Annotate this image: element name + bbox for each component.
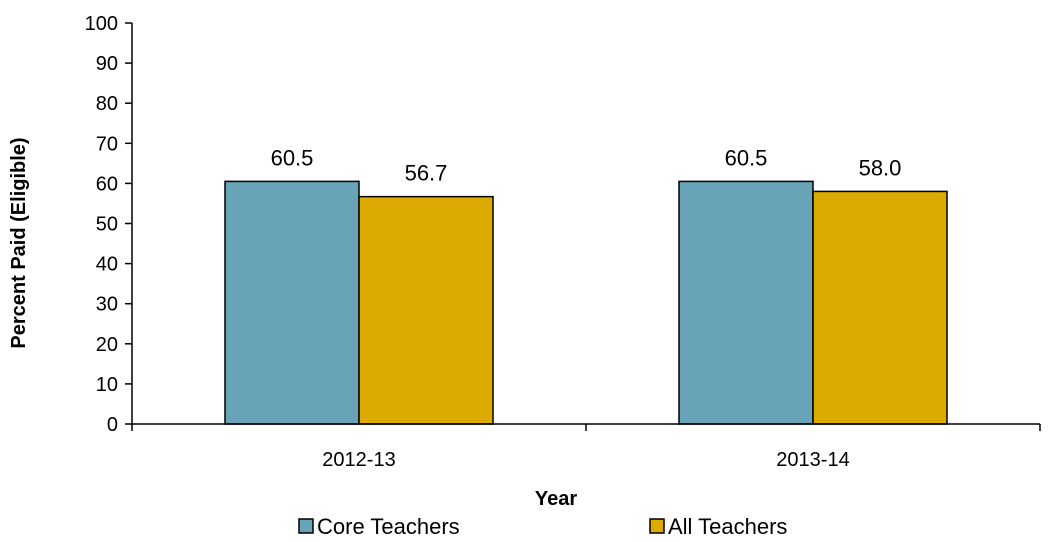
y-tick-label: 0 [107, 414, 118, 436]
data-label: 60.5 [271, 145, 314, 170]
y-axis-title: Percent Paid (Eligible) [8, 137, 30, 348]
bars [224, 180, 948, 425]
legend: Core Teachers All Teachers [298, 514, 787, 539]
data-label: 60.5 [725, 145, 768, 170]
y-tick-label: 60 [96, 173, 118, 195]
y-tick-label: 10 [96, 374, 118, 396]
x-axis-ticks: 2012-13 2013-14 [131, 424, 1041, 471]
bar-core-teachers [678, 180, 814, 425]
y-tick-label: 40 [96, 254, 118, 276]
bar-all-teachers [812, 190, 948, 425]
y-tick-label: 70 [96, 133, 118, 155]
data-label: 58.0 [859, 155, 902, 180]
bar-all-teachers [358, 195, 494, 425]
data-label: 56.7 [405, 161, 448, 186]
legend-swatch [298, 518, 314, 534]
legend-label: All Teachers [668, 514, 787, 539]
x-tick-label: 2012-13 [322, 449, 395, 471]
legend-label: Core Teachers [317, 514, 460, 539]
legend-swatch [649, 518, 665, 534]
x-tick-label: 2013-14 [776, 449, 849, 471]
y-tick-label: 80 [96, 93, 118, 115]
x-axis-title: Year [535, 488, 577, 510]
y-tick-label: 50 [96, 214, 118, 236]
y-tick-label: 100 [85, 13, 118, 35]
y-tick-label: 20 [96, 334, 118, 356]
bar-core-teachers [224, 180, 360, 425]
y-tick-label: 30 [96, 294, 118, 316]
y-axis-ticks: 0 10 20 30 40 50 60 70 80 90 100 [85, 13, 132, 436]
data-labels: 60.5 56.7 60.5 58.0 [271, 145, 902, 185]
y-tick-label: 90 [96, 53, 118, 75]
